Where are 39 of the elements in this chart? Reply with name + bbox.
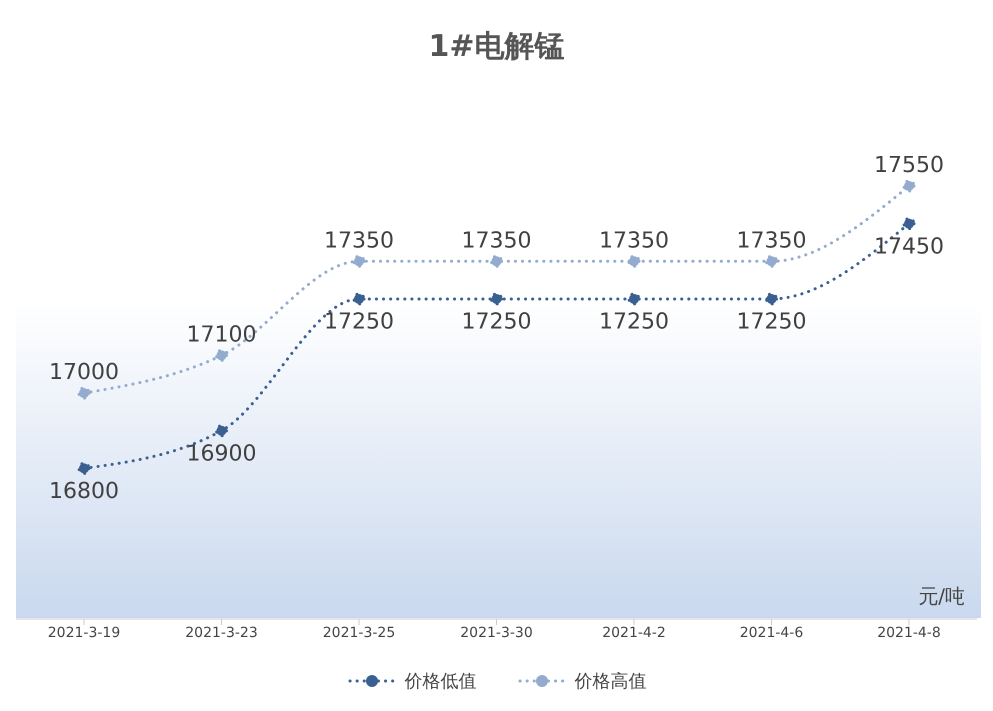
point — [78, 462, 90, 475]
data-label: 17350 — [324, 228, 394, 254]
data-label: 17250 — [462, 310, 532, 335]
data-label: 17550 — [874, 153, 944, 178]
data-label: 17450 — [874, 234, 944, 260]
point — [215, 424, 228, 438]
x-tick-label: 2021-3-19 — [48, 624, 120, 641]
point — [902, 217, 916, 230]
point — [215, 348, 228, 362]
point — [352, 254, 366, 268]
point — [628, 254, 640, 268]
data-label: 17350 — [462, 228, 532, 254]
data-label: 17350 — [599, 228, 669, 254]
point — [490, 254, 503, 268]
data-label: 17000 — [49, 360, 119, 386]
x-tick-label: 2021-4-2 — [602, 624, 666, 641]
x-tick-label: 2021-3-30 — [460, 624, 533, 641]
x-tick-label: 2021-3-25 — [322, 624, 396, 641]
legend-label: 价格高值 — [574, 670, 646, 693]
data-label: 17250 — [736, 310, 806, 335]
data-label: 16900 — [186, 441, 256, 466]
point — [765, 292, 778, 306]
data-label: 17250 — [599, 310, 669, 335]
x-tick-label: 2021-4-8 — [877, 624, 941, 641]
x-tick-label: 2021-4-6 — [740, 624, 804, 641]
data-label: 17250 — [324, 310, 394, 335]
point — [490, 292, 503, 306]
data-label: 16800 — [49, 479, 119, 504]
point — [352, 292, 366, 306]
point — [628, 292, 640, 306]
data-label: 17100 — [186, 322, 256, 348]
data-label: 17350 — [736, 228, 806, 254]
point — [902, 180, 916, 192]
point — [78, 386, 90, 400]
text: 元/吨 — [918, 583, 965, 610]
chart-title: 1#电解锰 — [427, 28, 566, 66]
x-tick-label: 2021-3-23 — [185, 624, 258, 641]
point — [765, 254, 778, 268]
legend-label: 价格低值 — [404, 670, 476, 693]
